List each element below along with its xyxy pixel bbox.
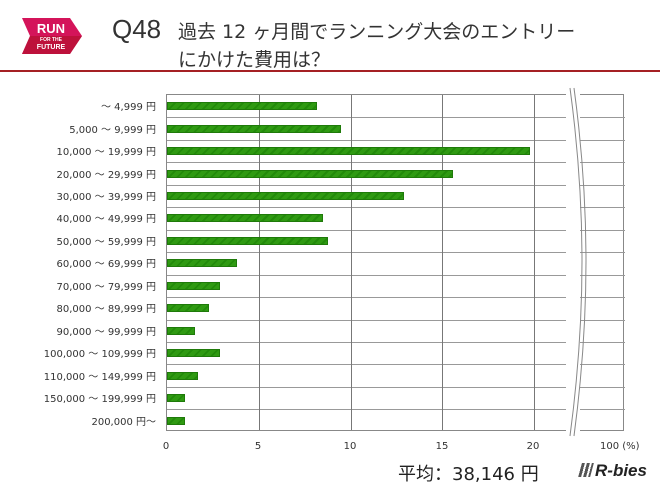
bar (167, 416, 186, 425)
category-label: 100,000 ～ 109,999 円 (43, 349, 156, 361)
gridline-horizontal (167, 162, 625, 164)
bar (167, 169, 454, 178)
brand-logo: R-bies (578, 461, 647, 481)
bar (167, 349, 221, 358)
svg-text:RUN: RUN (37, 21, 65, 36)
category-label: 20,000 ～ 29,999 円 (56, 169, 156, 181)
bar (167, 394, 186, 403)
gridline-horizontal (167, 252, 625, 254)
x-tick-label: 100 (%) (600, 441, 640, 452)
category-label: 110,000 ～ 149,999 円 (43, 371, 156, 383)
gridline-vertical (442, 95, 444, 430)
x-tick-label: 0 (162, 441, 170, 452)
logo: RUN FOR THE FUTURE (22, 16, 82, 56)
gridline-vertical (534, 95, 535, 430)
bar (167, 371, 199, 380)
bar (167, 192, 404, 201)
category-label: 5,000 ～ 9,999 円 (69, 124, 156, 136)
gridline-vertical (350, 95, 352, 430)
title-line-1: 過去 12 ヶ月間でランニング大会のエントリー (178, 21, 576, 43)
category-label: 40,000 ～ 49,999 円 (56, 214, 156, 226)
average-value: 平均：38,146 円 (398, 464, 539, 485)
gridline-horizontal (167, 319, 625, 321)
category-label: 80,000 ～ 89,999 円 (56, 304, 156, 316)
title-line-2: にかけた費用は？ (178, 49, 331, 71)
category-label: 10,000 ～ 19,999 円 (56, 147, 156, 159)
bar (167, 102, 318, 111)
category-label: 60,000 ～ 69,999 円 (56, 259, 156, 271)
category-label: ～ 4,999 円 (101, 102, 156, 114)
title-divider (0, 70, 660, 72)
gridline-horizontal (167, 386, 625, 388)
page-title: 過去 12 ヶ月間でランニング大会のエントリー にかけた費用は？ (178, 18, 575, 74)
category-label: 70,000 ～ 79,999 円 (56, 281, 156, 293)
x-tick-label: 20 (526, 441, 540, 452)
x-tick-label: 10 (343, 441, 357, 452)
gridline-horizontal (167, 229, 625, 231)
axis-break-icon (566, 86, 587, 438)
gridline-horizontal (167, 139, 625, 141)
gridline-horizontal (167, 274, 625, 276)
gridline-vertical (258, 95, 260, 430)
gridline-horizontal (167, 409, 625, 411)
chart-plot-area (166, 94, 625, 431)
bar (167, 124, 342, 133)
bar (167, 326, 195, 335)
x-tick-label: 15 (435, 441, 449, 452)
question-number: Q48 (112, 14, 162, 44)
bar (167, 214, 323, 223)
gridline-horizontal (167, 117, 625, 119)
bar (167, 147, 531, 156)
gridline-horizontal (167, 184, 625, 186)
svg-text:FUTURE: FUTURE (37, 44, 66, 51)
gridline-horizontal (167, 364, 625, 366)
gridline-horizontal (167, 341, 625, 343)
bar (167, 236, 329, 245)
run-for-the-future-logo-icon: RUN FOR THE FUTURE (22, 18, 82, 54)
gridline-horizontal (167, 207, 625, 209)
bar (167, 259, 237, 268)
category-label: 90,000 ～ 99,999 円 (56, 326, 156, 338)
gridline-horizontal (167, 297, 625, 299)
bar (167, 304, 210, 313)
category-label: 50,000 ～ 59,999 円 (56, 236, 156, 248)
category-label: 30,000 ～ 39,999 円 (56, 192, 156, 204)
x-tick-label: 5 (254, 441, 262, 452)
brand-stripes-icon (578, 463, 594, 477)
category-label: 200,000 円～ (91, 416, 156, 428)
category-label: 150,000 ～ 199,999 円 (43, 394, 156, 406)
bar (167, 281, 221, 290)
brand-name: R-bies (595, 461, 647, 480)
svg-text:FOR THE: FOR THE (40, 37, 63, 43)
